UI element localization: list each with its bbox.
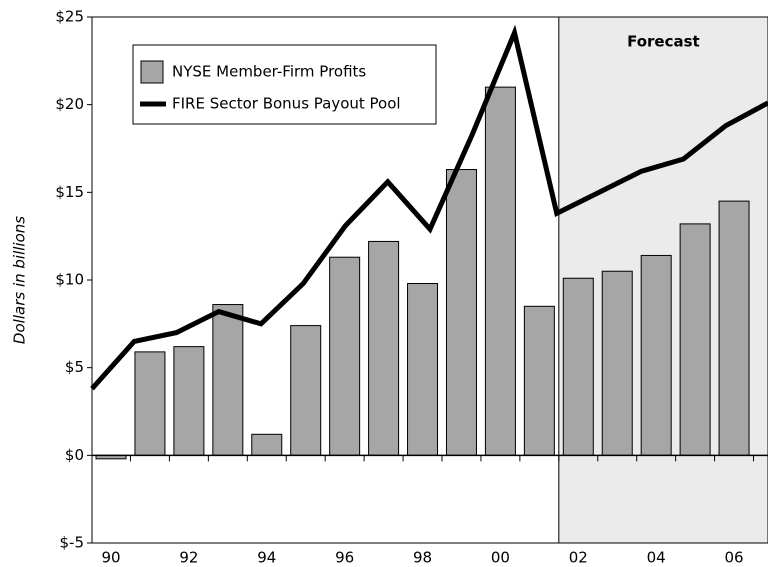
- bar: [679, 223, 711, 456]
- bar: [251, 433, 283, 456]
- y-tick-label: $5: [65, 358, 84, 376]
- legend-swatch: [140, 60, 164, 84]
- x-tick-label: 06: [725, 549, 744, 567]
- bar: [368, 240, 400, 456]
- x-tick-label: 90: [101, 549, 120, 567]
- y-tick-label: $0: [65, 446, 84, 464]
- y-axis-label: Dollars in billions: [11, 216, 29, 344]
- y-tick-label: $10: [55, 271, 84, 289]
- x-tick-label: 94: [257, 549, 276, 567]
- bar: [212, 304, 244, 456]
- legend-box: [132, 44, 437, 125]
- x-tick-label: 92: [179, 549, 198, 567]
- bar: [445, 169, 477, 456]
- bar: [173, 346, 205, 456]
- bar: [290, 325, 322, 456]
- x-tick-label: 98: [413, 549, 432, 567]
- x-tick-label: 02: [569, 549, 588, 567]
- x-tick-label: 04: [647, 549, 666, 567]
- y-tick-label: $25: [55, 8, 84, 26]
- legend-label: NYSE Member-Firm Profits: [172, 63, 366, 81]
- bar: [601, 270, 633, 456]
- y-tick-label: $20: [55, 95, 84, 113]
- line: [90, 24, 768, 391]
- bar: [407, 283, 439, 456]
- x-tick-label: 00: [491, 549, 510, 567]
- forecast-label: Forecast: [627, 33, 700, 51]
- y-tick-label: $15: [55, 183, 84, 201]
- bar: [718, 200, 750, 456]
- bar: [134, 351, 166, 456]
- legend-label: FIRE Sector Bonus Payout Pool: [172, 95, 401, 113]
- y-tick-label: $-5: [60, 534, 85, 552]
- bar: [523, 305, 555, 456]
- bar: [562, 277, 594, 456]
- bar: [329, 256, 361, 456]
- x-tick-label: 96: [335, 549, 354, 567]
- bar: [640, 254, 672, 456]
- bar: [484, 86, 516, 456]
